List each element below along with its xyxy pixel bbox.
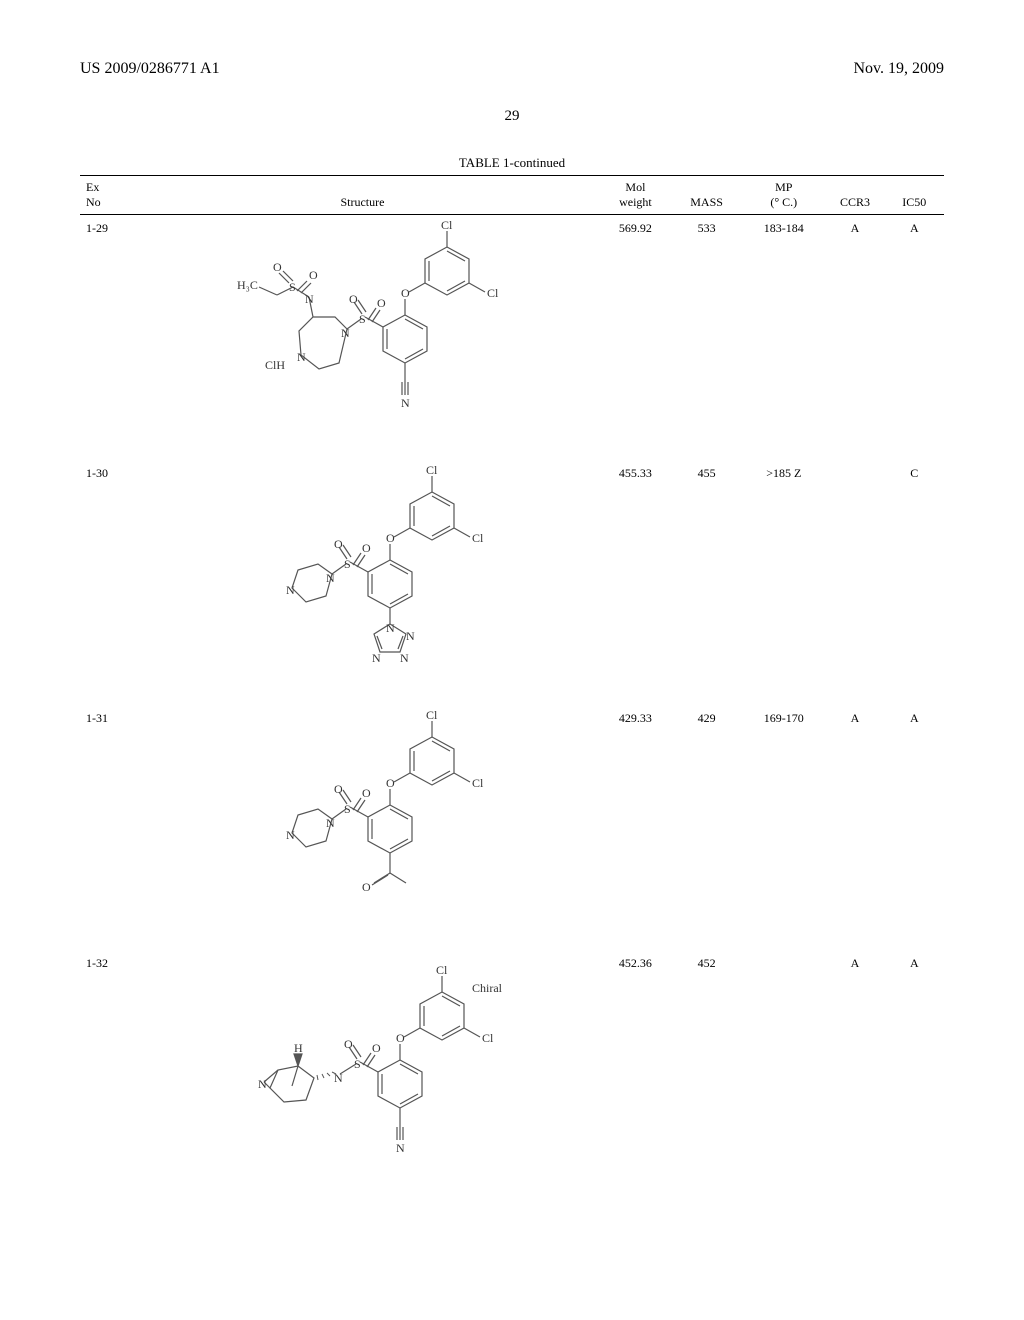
svg-text:O: O [334,537,343,551]
cell-ccr3: A [825,215,884,460]
svg-text:O: O [362,880,371,894]
svg-text:O: O [386,776,395,790]
svg-text:O: O [349,292,358,306]
svg-text:N: N [334,1071,343,1085]
structure-svg-1-31: Cl Cl O O O S N N O [222,707,502,947]
svg-text:Cl: Cl [426,463,438,477]
svg-text:N: N [326,571,335,585]
cell-ic50: A [885,705,944,950]
svg-text:Cl: Cl [472,531,484,545]
svg-text:N: N [406,629,415,643]
svg-text:S: S [344,802,351,816]
svg-text:O: O [362,786,371,800]
svg-text:N: N [305,292,314,306]
svg-text:Chiral: Chiral [472,981,503,995]
table-row: 1-30 [80,460,944,705]
col-ex-no: ExNo [80,176,125,215]
svg-text:Cl: Cl [426,708,438,722]
publication-date: Nov. 19, 2009 [853,60,944,78]
cell-ic50: C [885,460,944,705]
cell-ex-no: 1-29 [80,215,125,460]
cell-ex-no: 1-31 [80,705,125,950]
svg-text:N: N [326,816,335,830]
table-header-row: ExNo Structure Molweight MASS MP(° C.) C… [80,176,944,215]
cell-mp: >185 Z [742,460,825,705]
svg-text:Cl: Cl [436,963,448,977]
cell-structure: Cl Cl Chiral O O O S N N H N [125,950,600,1195]
svg-text:H: H [294,1041,303,1055]
col-ic50: IC50 [885,176,944,215]
svg-text:H₃C: H₃C [237,278,258,292]
svg-text:Cl: Cl [482,1031,494,1045]
cell-ccr3: A [825,950,884,1195]
svg-text:N: N [401,396,410,410]
svg-text:N: N [372,651,381,665]
cell-mol-weight: 452.36 [600,950,671,1195]
svg-text:S: S [289,280,296,294]
svg-text:O: O [377,296,386,310]
structure-svg-1-30: Cl Cl O O O S N N N N N N [222,462,502,702]
col-structure: Structure [125,176,600,215]
table-row: 1-31 [80,705,944,950]
svg-text:O: O [372,1041,381,1055]
svg-text:N: N [258,1077,267,1091]
cell-mass: 455 [671,460,742,705]
cell-mp: 183-184 [742,215,825,460]
cell-structure: Cl Cl O O O S N N N N N N [125,460,600,705]
svg-text:S: S [354,1057,361,1071]
svg-text:Cl: Cl [487,286,499,300]
cell-structure: Cl Cl O O O S N N O [125,705,600,950]
svg-text:O: O [396,1031,405,1045]
svg-text:ClH: ClH [265,358,285,372]
svg-text:N: N [297,350,306,364]
svg-text:N: N [286,583,295,597]
structure-svg-1-32: Cl Cl Chiral O O O S N N H N [202,952,522,1192]
svg-text:N: N [400,651,409,665]
svg-text:O: O [401,286,410,300]
cell-mol-weight: 429.33 [600,705,671,950]
cell-mol-weight: 569.92 [600,215,671,460]
cell-ccr3: A [825,705,884,950]
svg-text:S: S [344,557,351,571]
cell-ex-no: 1-32 [80,950,125,1195]
svg-text:N: N [286,828,295,842]
col-ccr3: CCR3 [825,176,884,215]
cell-mol-weight: 455.33 [600,460,671,705]
svg-text:O: O [334,782,343,796]
page-header: US 2009/0286771 A1 Nov. 19, 2009 [80,60,944,78]
col-mol-weight: Molweight [600,176,671,215]
col-mp: MP(° C.) [742,176,825,215]
cell-mass: 533 [671,215,742,460]
svg-text:N: N [341,326,350,340]
svg-text:Cl: Cl [472,776,484,790]
structure-svg-1-29: Cl Cl O O O S N N ClH N H₃C S N O [207,217,517,457]
cell-mp: 169-170 [742,705,825,950]
svg-text:O: O [309,268,318,282]
svg-text:O: O [362,541,371,555]
svg-text:Cl: Cl [441,218,453,232]
table-row: 1-29 [80,215,944,460]
table-row: 1-32 [80,950,944,1195]
table-caption: TABLE 1-continued [80,155,944,171]
cell-ccr3 [825,460,884,705]
svg-text:O: O [273,260,282,274]
cell-ex-no: 1-30 [80,460,125,705]
compound-table: ExNo Structure Molweight MASS MP(° C.) C… [80,175,944,1195]
cell-ic50: A [885,950,944,1195]
svg-text:N: N [396,1141,405,1155]
cell-ic50: A [885,215,944,460]
svg-text:N: N [386,621,395,635]
svg-text:O: O [344,1037,353,1051]
publication-number: US 2009/0286771 A1 [80,60,220,78]
cell-structure: Cl Cl O O O S N N ClH N H₃C S N O [125,215,600,460]
svg-text:S: S [359,312,366,326]
svg-text:O: O [386,531,395,545]
col-mass: MASS [671,176,742,215]
cell-mp [742,950,825,1195]
cell-mass: 429 [671,705,742,950]
cell-mass: 452 [671,950,742,1195]
page-number: 29 [80,108,944,125]
